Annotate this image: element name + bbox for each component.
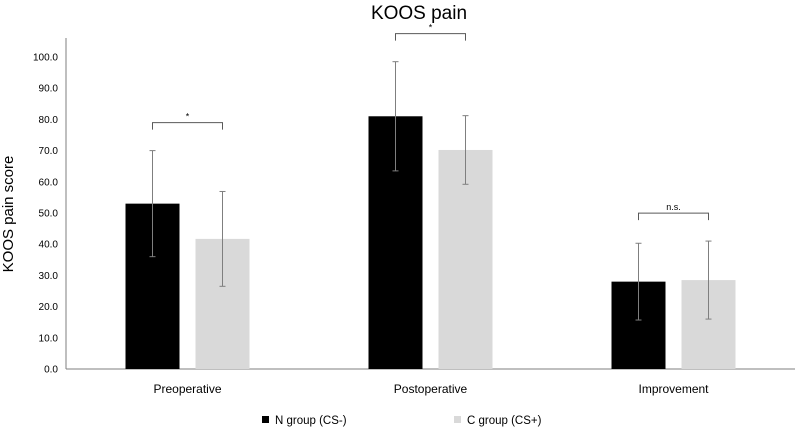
bars-group	[125, 116, 736, 369]
y-tick-label: 90.0	[39, 84, 59, 95]
category-labels: Preoperative Postoperative Improvement	[153, 382, 709, 396]
significance-bracket	[152, 122, 223, 130]
legend-swatch-n-group	[262, 416, 269, 423]
category-label: Improvement	[638, 382, 709, 396]
error-bars-group	[149, 61, 712, 321]
category-label: Preoperative	[153, 382, 221, 396]
y-axis-label: KOOS pain score	[0, 156, 17, 273]
significance-bracket	[638, 212, 709, 221]
legend-label-n-group: N group (CS-)	[275, 415, 347, 427]
y-tick-label: 60.0	[39, 177, 59, 188]
significance-bracket	[395, 33, 466, 41]
y-tick-label: 0.0	[44, 365, 58, 376]
y-tick-labels: 0.0 10.0 20.0 30.0 40.0 50.0 60.0 70.0 80.0 90.0 1…	[33, 53, 58, 376]
y-tick-label: 70.0	[39, 146, 59, 157]
legend-label-c-group: C group (CS+)	[467, 415, 542, 427]
y-tick-label: 30.0	[39, 271, 59, 282]
y-tick-label: 40.0	[39, 240, 59, 251]
bar-c-group	[438, 149, 493, 369]
significance-label: *	[429, 23, 433, 33]
significance-label: *	[186, 112, 190, 122]
category-label: Postoperative	[394, 382, 468, 396]
significance-label: n.s.	[666, 202, 681, 212]
legend: N group (CS-) C group (CS+)	[262, 415, 542, 427]
y-tick-label: 20.0	[39, 302, 59, 313]
y-tick-label: 10.0	[39, 333, 59, 344]
y-tick-label: 50.0	[39, 209, 59, 220]
y-tick-label: 80.0	[39, 115, 59, 126]
legend-swatch-c-group	[454, 416, 461, 423]
chart-title: KOOS pain	[371, 3, 467, 24]
significance-group: * * n.s.	[152, 23, 709, 221]
y-tick-label: 100.0	[33, 53, 58, 64]
